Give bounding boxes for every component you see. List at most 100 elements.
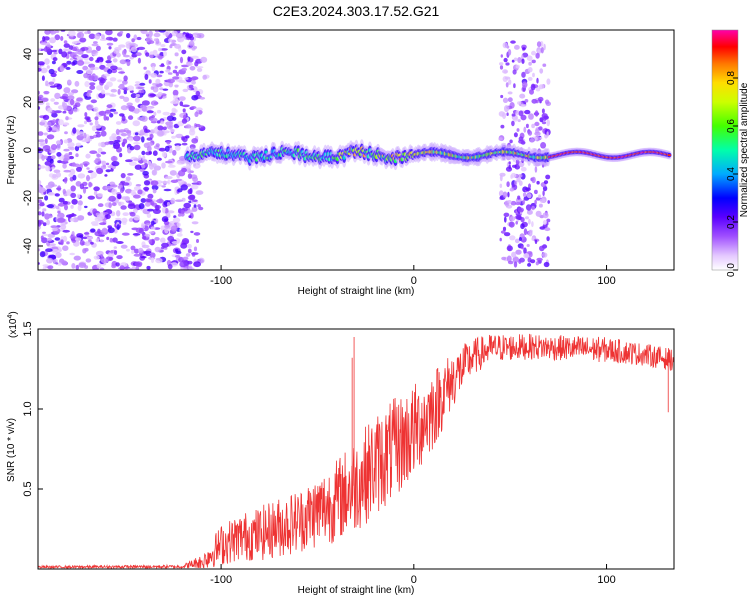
- noise-speckle: [54, 92, 61, 100]
- spectrogram-y-axis: -40 -20 0 20 40: [22, 48, 43, 254]
- noise-speckle: [106, 42, 114, 46]
- noise-speckle: [150, 72, 158, 78]
- noise-speckle: [128, 137, 134, 142]
- noise-speckle: [141, 244, 150, 249]
- noise-speckle: [97, 147, 103, 154]
- spectrogram-ylabel: Frequency (Hz): [6, 116, 17, 185]
- noise-speckle: [56, 123, 61, 130]
- noise-speckle: [172, 217, 181, 223]
- noise-speckle: [150, 62, 156, 68]
- noise-speckle: [183, 202, 191, 209]
- noise-speckle: [42, 222, 47, 227]
- noise-speckle: [158, 47, 162, 52]
- noise-speckle: [63, 139, 69, 144]
- noise-speckle: [181, 136, 186, 141]
- noise-speckle: [522, 192, 527, 197]
- noise-speckle: [89, 122, 93, 126]
- noise-speckle: [546, 131, 549, 138]
- noise-speckle: [187, 188, 192, 195]
- noise-speckle: [115, 217, 122, 221]
- noise-speckle: [90, 171, 97, 179]
- noise-speckle: [76, 166, 82, 172]
- noise-speckle: [51, 155, 56, 160]
- noise-speckle: [529, 89, 534, 95]
- noise-speckle: [56, 187, 62, 191]
- noise-speckle: [86, 167, 90, 170]
- noise-speckle: [146, 265, 151, 270]
- noise-speckle: [195, 190, 204, 195]
- noise-speckle: [100, 238, 103, 243]
- noise-speckle: [93, 190, 98, 196]
- noise-speckle: [160, 48, 168, 51]
- noise-speckle: [93, 186, 100, 192]
- noise-speckle: [45, 102, 50, 106]
- noise-speckle: [134, 164, 143, 170]
- noise-speckle: [155, 257, 163, 264]
- noise-speckle: [128, 115, 134, 120]
- noise-speckle: [73, 255, 82, 261]
- noise-speckle: [190, 184, 199, 190]
- noise-speckle: [133, 135, 141, 142]
- noise-speckle: [542, 220, 547, 225]
- noise-speckle: [507, 200, 512, 204]
- noise-speckle: [196, 180, 202, 186]
- noise-speckle: [77, 173, 86, 179]
- noise-speckle: [166, 201, 171, 207]
- noise-speckle: [167, 72, 173, 75]
- noise-speckle: [56, 144, 61, 150]
- noise-speckle: [169, 128, 176, 133]
- noise-speckle: [45, 184, 53, 190]
- noise-speckle: [116, 241, 124, 244]
- noise-speckle: [83, 163, 88, 167]
- noise-speckle: [70, 185, 76, 192]
- noise-speckle: [143, 180, 151, 186]
- noise-speckle: [169, 170, 177, 176]
- noise-speckle: [70, 204, 74, 209]
- colorbar-gradient: [712, 30, 738, 270]
- spectrogram-xlabel: Height of straight line (km): [298, 286, 415, 297]
- noise-speckle: [517, 119, 521, 123]
- noise-speckle: [181, 49, 187, 55]
- noise-speckle: [119, 265, 125, 270]
- noise-speckle: [508, 221, 515, 228]
- noise-speckle: [55, 252, 62, 258]
- noise-speckle: [197, 33, 205, 39]
- noise-speckle: [187, 194, 195, 201]
- noise-speckle: [98, 142, 102, 147]
- noise-speckle: [527, 67, 533, 73]
- noise-speckle: [499, 183, 503, 188]
- noise-speckle: [181, 238, 190, 245]
- noise-speckle: [95, 131, 101, 134]
- noise-speckle: [61, 51, 68, 58]
- noise-speckle: [500, 94, 504, 99]
- noise-speckle: [172, 69, 178, 74]
- noise-speckle: [170, 100, 178, 104]
- noise-speckle: [56, 140, 62, 145]
- noise-speckle: [170, 179, 179, 183]
- noise-speckle: [515, 64, 520, 69]
- noise-speckle: [144, 133, 149, 137]
- noise-speckle: [523, 126, 527, 133]
- noise-speckle: [62, 188, 66, 195]
- noise-speckle: [88, 181, 92, 188]
- noise-speckle: [44, 58, 50, 65]
- y-tick-label: 0.5: [22, 481, 34, 496]
- y-tick-label: 1.0: [22, 401, 34, 416]
- noise-speckle: [146, 137, 153, 141]
- noise-speckle: [119, 59, 127, 65]
- noise-speckle: [105, 185, 113, 190]
- noise-speckle: [517, 207, 525, 213]
- noise-speckle: [51, 112, 58, 118]
- noise-speckle: [95, 157, 101, 162]
- noise-speckle: [76, 30, 85, 33]
- noise-speckle: [44, 213, 53, 219]
- noise-speckle: [123, 96, 130, 103]
- noise-speckle: [123, 54, 130, 58]
- noise-speckle: [47, 121, 52, 127]
- noise-speckle: [117, 185, 124, 189]
- x-tick-label: 0: [411, 574, 417, 586]
- noise-speckle: [163, 51, 167, 57]
- noise-speckle: [172, 149, 177, 156]
- noise-speckle: [159, 87, 164, 91]
- noise-speckle: [192, 199, 198, 202]
